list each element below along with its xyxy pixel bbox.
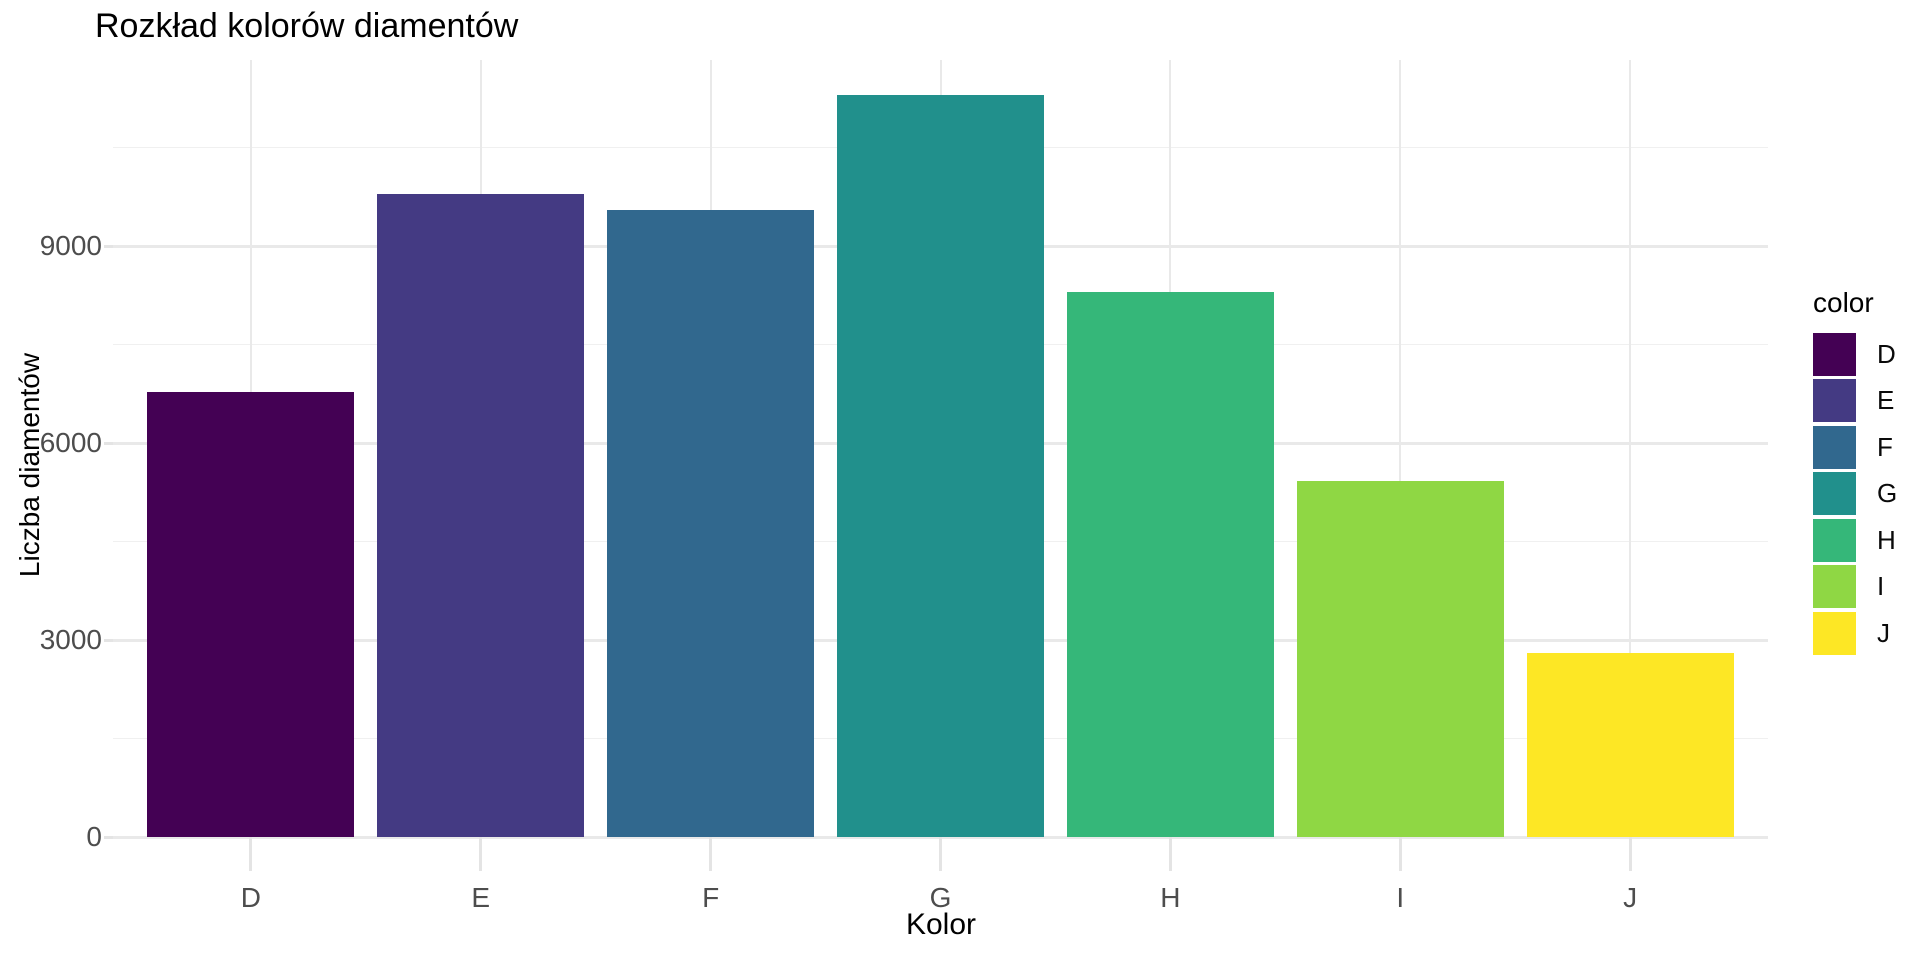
y-tick-mark-6000 (104, 441, 113, 445)
bar-F (607, 210, 815, 837)
x-tick-mark-H (1168, 837, 1172, 871)
x-tick-label-H: H (1160, 882, 1181, 913)
legend-entry-J: J (1813, 610, 1897, 657)
y-tick-label-3000: 3000 (39, 624, 102, 655)
x-tick-mark-F (709, 837, 713, 871)
legend-label-F: F (1877, 431, 1893, 462)
legend-entry-D: D (1813, 331, 1897, 378)
x-tick-label-E: E (471, 882, 491, 913)
legend-entry-G: G (1813, 471, 1897, 518)
legend-swatch-I (1813, 565, 1856, 609)
legend-label-I: I (1877, 571, 1885, 602)
x-tick-mark-J (1628, 837, 1632, 871)
legend-swatch-G (1813, 472, 1856, 516)
y-tick-mark-3000 (104, 638, 113, 642)
legend-swatch-H (1813, 518, 1856, 562)
y-tick-label-9000: 9000 (39, 230, 102, 261)
x-axis-title: Kolor (905, 908, 977, 941)
gridline-vertical-J (1629, 60, 1632, 837)
legend-label-E: E (1877, 385, 1895, 416)
x-tick-label-F: F (702, 882, 720, 913)
x-tick-label-D: D (240, 882, 262, 913)
x-tick-mark-E (479, 837, 483, 871)
x-tick-label-I: I (1396, 882, 1405, 913)
x-tick-label-J: J (1623, 882, 1638, 913)
x-tick-mark-D (249, 837, 253, 871)
legend-label-G: G (1877, 478, 1898, 509)
bar-J (1526, 652, 1734, 837)
legend-swatch-D (1813, 332, 1856, 376)
x-tick-label-G: G (929, 882, 952, 913)
legend-swatch-J (1813, 611, 1856, 655)
y-tick-label-6000: 6000 (39, 427, 102, 458)
y-axis-title: Liczba diamentów (14, 352, 45, 578)
y-tick-label-0: 0 (86, 821, 102, 852)
y-tick-mark-9000 (104, 244, 113, 248)
legend-entry-H: H (1813, 517, 1897, 564)
bar-G (837, 95, 1044, 837)
y-tick-mark-0 (104, 835, 113, 839)
legend-entry-F: F (1813, 424, 1897, 471)
legend-entry-E: E (1813, 378, 1897, 425)
legend-swatch-E (1813, 379, 1856, 423)
legend-entry-I: I (1813, 564, 1897, 611)
legend-swatch-F (1813, 425, 1856, 469)
legend-title: color (1813, 287, 1874, 318)
gridline-vertical-I (1399, 60, 1402, 837)
bar-D (147, 392, 355, 837)
chart-title: Rozkład kolorów diamentów (95, 7, 519, 45)
x-tick-mark-I (1398, 837, 1402, 871)
legend-label-J: J (1877, 617, 1890, 648)
legend-label-D: D (1877, 338, 1896, 369)
bar-E (377, 193, 585, 837)
bar-I (1296, 480, 1504, 837)
x-tick-mark-G (939, 837, 942, 871)
legend-label-H: H (1877, 524, 1896, 555)
bar-H (1066, 291, 1274, 837)
